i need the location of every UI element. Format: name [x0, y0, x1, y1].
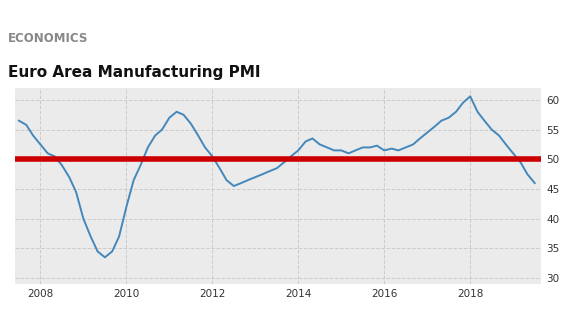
Text: Euro Area Manufacturing PMI: Euro Area Manufacturing PMI	[8, 65, 260, 80]
Text: TRADING: TRADING	[8, 7, 82, 22]
Text: ECONOMICS: ECONOMICS	[8, 32, 88, 46]
